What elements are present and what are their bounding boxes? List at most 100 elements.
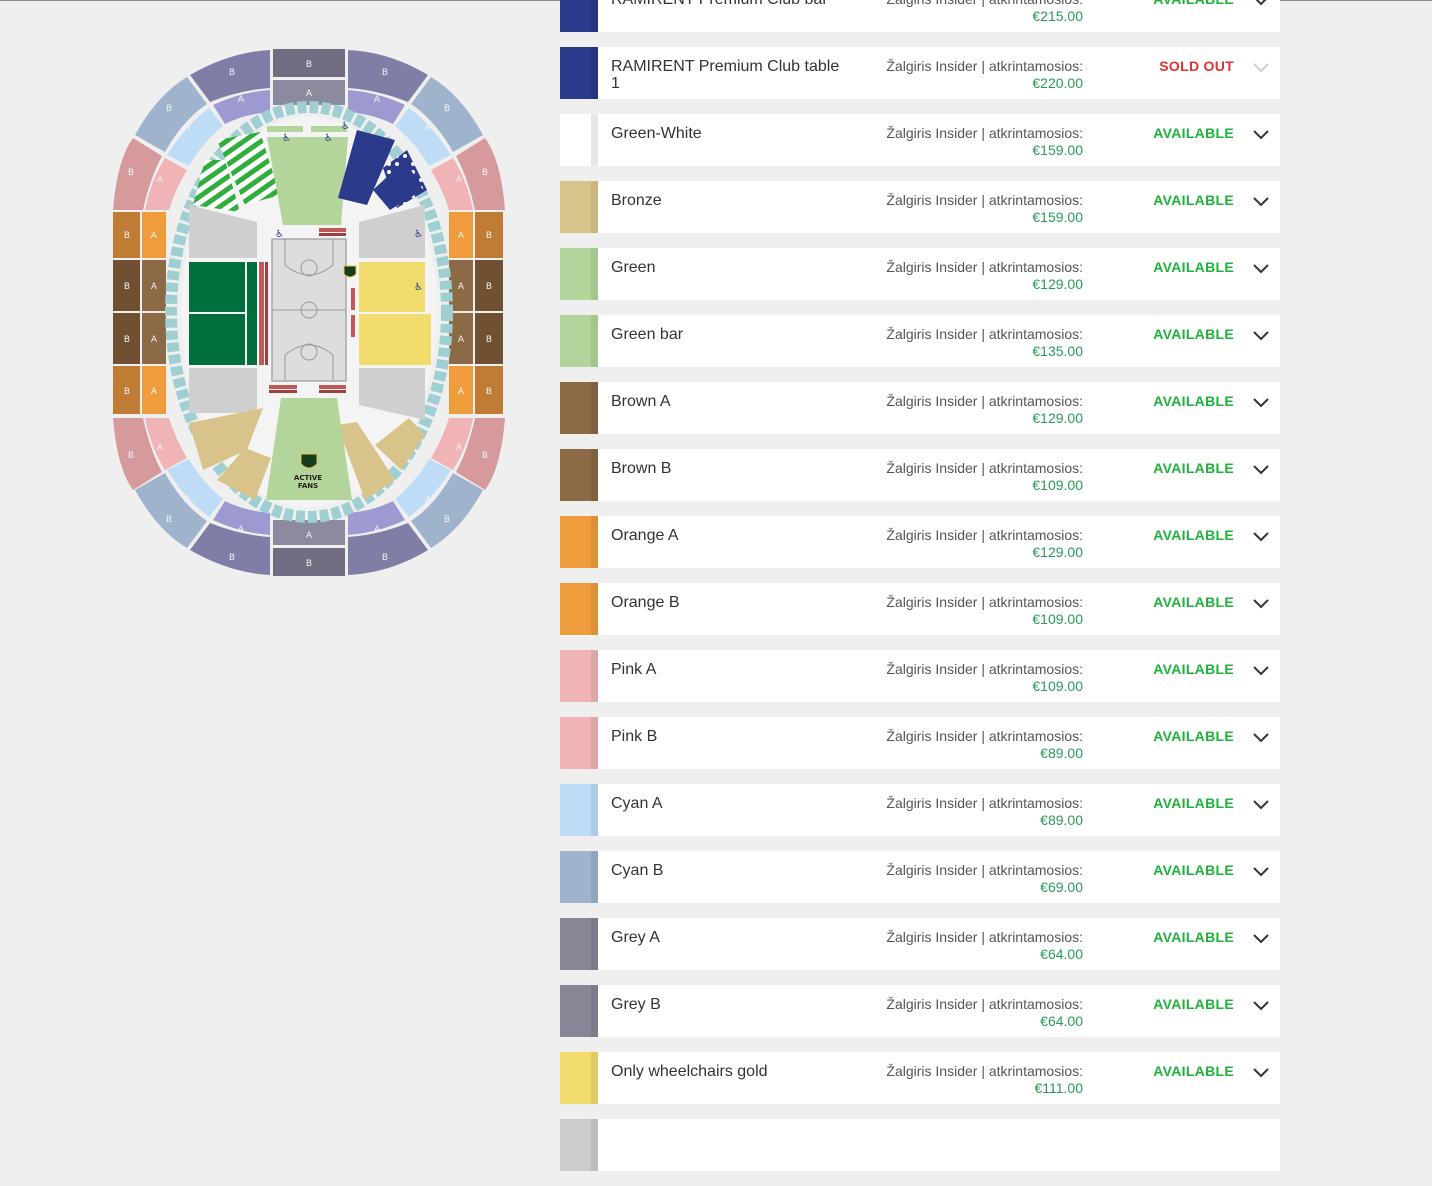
chevron-down-icon[interactable] bbox=[1252, 1066, 1270, 1078]
sector-bronze[interactable] bbox=[189, 408, 263, 470]
sector-grey-a[interactable] bbox=[273, 520, 345, 545]
ticket-row[interactable]: Orange A Žalgiris Insider | atkrintamosi… bbox=[560, 516, 1280, 568]
sector-green-bar[interactable] bbox=[311, 126, 347, 132]
sector-grey-a[interactable] bbox=[348, 501, 405, 535]
sector-light-grey[interactable] bbox=[189, 205, 257, 258]
chevron-down-icon[interactable] bbox=[1252, 396, 1270, 408]
sector-grey-a[interactable] bbox=[213, 90, 270, 124]
sector-pink-a[interactable] bbox=[431, 418, 473, 470]
sector-green-bar[interactable] bbox=[267, 126, 303, 132]
sector-orange-a[interactable] bbox=[142, 212, 166, 258]
sector-orange-b[interactable] bbox=[475, 366, 503, 414]
chevron-down-icon[interactable] bbox=[1252, 999, 1270, 1011]
sector-brown-b[interactable] bbox=[475, 260, 503, 311]
sector-orange-a[interactable] bbox=[142, 366, 166, 414]
ticket-row[interactable]: Orange B Žalgiris Insider | atkrintamosi… bbox=[560, 583, 1280, 635]
sector-brown-a[interactable] bbox=[142, 260, 166, 311]
sector-green-white[interactable] bbox=[217, 132, 280, 205]
sector-premium-club[interactable] bbox=[338, 130, 395, 205]
sector-grey-b[interactable] bbox=[348, 50, 428, 102]
ticket-row[interactable]: Green-White Žalgiris Insider | atkrintam… bbox=[560, 114, 1280, 166]
ticket-row[interactable]: Green bar Žalgiris Insider | atkrintamos… bbox=[560, 315, 1280, 367]
chevron-down-icon[interactable] bbox=[1252, 932, 1270, 944]
sector-grey-a[interactable] bbox=[213, 501, 270, 535]
sector-dark-green[interactable] bbox=[189, 262, 245, 312]
sector-cyan-a[interactable] bbox=[167, 459, 223, 517]
chevron-down-icon[interactable] bbox=[1252, 463, 1270, 475]
chevron-down-icon[interactable] bbox=[1252, 262, 1270, 274]
sector-pink-b[interactable] bbox=[113, 418, 162, 490]
arena-seat-map[interactable]: B B B A A A B A B A B A B A B A B A B A … bbox=[105, 40, 515, 585]
sector-courtside-red[interactable] bbox=[351, 288, 355, 310]
sector-dark-green[interactable] bbox=[247, 262, 257, 365]
chevron-down-icon[interactable] bbox=[1252, 865, 1270, 877]
sector-cyan-b[interactable] bbox=[135, 77, 207, 152]
sector-courtside-red[interactable] bbox=[265, 262, 268, 365]
chevron-down-icon[interactable] bbox=[1252, 128, 1270, 140]
chevron-down-icon[interactable] bbox=[1252, 61, 1270, 73]
sector-orange-b[interactable] bbox=[475, 212, 503, 258]
sector-pink-a[interactable] bbox=[145, 158, 187, 210]
sector-grey-b[interactable] bbox=[273, 49, 345, 77]
sector-courtside-red[interactable] bbox=[259, 262, 264, 365]
chevron-down-icon[interactable] bbox=[1252, 597, 1270, 609]
chevron-down-icon[interactable] bbox=[1252, 798, 1270, 810]
sector-dark-green[interactable] bbox=[189, 314, 245, 365]
ticket-row[interactable] bbox=[560, 1119, 1280, 1171]
sector-orange-a[interactable] bbox=[449, 366, 473, 414]
sector-brown-a[interactable] bbox=[142, 313, 166, 364]
ticket-row[interactable]: Pink A Žalgiris Insider | atkrintamosios… bbox=[560, 650, 1280, 702]
sector-bronze[interactable] bbox=[217, 448, 271, 500]
sector-brown-b[interactable] bbox=[113, 313, 140, 364]
ticket-row[interactable]: RAMIRENT Premium Club table 1 Žalgiris I… bbox=[560, 47, 1280, 99]
chevron-down-icon[interactable] bbox=[1252, 195, 1270, 207]
chevron-down-icon[interactable] bbox=[1252, 530, 1270, 542]
sector-brown-a[interactable] bbox=[449, 260, 473, 311]
ticket-row[interactable]: Cyan A Žalgiris Insider | atkrintamosios… bbox=[560, 784, 1280, 836]
sector-grey-b[interactable] bbox=[348, 523, 428, 575]
sector-pink-a[interactable] bbox=[145, 418, 187, 470]
sector-cyan-a[interactable] bbox=[395, 459, 451, 517]
sector-grey-a[interactable] bbox=[273, 80, 345, 105]
sector-courtside-red[interactable] bbox=[269, 385, 297, 389]
sector-brown-b[interactable] bbox=[113, 260, 140, 311]
sector-pink-b[interactable] bbox=[456, 138, 505, 210]
sector-grey-b[interactable] bbox=[273, 548, 345, 576]
chevron-down-icon[interactable] bbox=[1252, 664, 1270, 676]
inner-seat-ring[interactable] bbox=[165, 101, 453, 523]
ticket-row[interactable]: Pink B Žalgiris Insider | atkrintamosios… bbox=[560, 717, 1280, 769]
ticket-row[interactable]: Brown A Žalgiris Insider | atkrintamosio… bbox=[560, 382, 1280, 434]
sector-bronze[interactable] bbox=[375, 418, 425, 470]
ticket-row[interactable]: Cyan B Žalgiris Insider | atkrintamosios… bbox=[560, 851, 1280, 903]
sector-grey-b[interactable] bbox=[190, 523, 270, 575]
sector-courtside-red[interactable] bbox=[319, 233, 346, 236]
sector-courtside-red[interactable] bbox=[351, 315, 355, 337]
sector-cyan-b[interactable] bbox=[135, 473, 207, 548]
sector-cyan-b[interactable] bbox=[411, 473, 483, 548]
ticket-row[interactable]: Only wheelchairs gold Žalgiris Insider |… bbox=[560, 1052, 1280, 1104]
sector-cyan-a[interactable] bbox=[167, 108, 223, 166]
sector-light-grey[interactable] bbox=[189, 368, 257, 413]
sector-brown-a[interactable] bbox=[449, 313, 473, 364]
chevron-down-icon[interactable] bbox=[1252, 329, 1270, 341]
sector-light-grey[interactable] bbox=[359, 368, 425, 420]
ticket-row[interactable]: Green Žalgiris Insider | atkrintamosios:… bbox=[560, 248, 1280, 300]
sector-pink-b[interactable] bbox=[456, 418, 505, 490]
sector-grey-a[interactable] bbox=[348, 90, 405, 124]
sector-cyan-b[interactable] bbox=[411, 77, 483, 152]
seat-map-svg[interactable]: B B B A A A B A B A B A B A B A B A B A … bbox=[105, 40, 515, 585]
sector-courtside-red[interactable] bbox=[319, 390, 346, 393]
sector-courtside-red[interactable] bbox=[319, 385, 346, 389]
sector-bronze[interactable] bbox=[337, 422, 395, 500]
sector-green-active-fans[interactable] bbox=[266, 398, 352, 500]
sector-orange-a[interactable] bbox=[449, 212, 473, 258]
sector-wheelchair-gold[interactable] bbox=[359, 314, 431, 365]
ticket-row[interactable]: Grey A Žalgiris Insider | atkrintamosios… bbox=[560, 918, 1280, 970]
sector-grey-b[interactable] bbox=[190, 50, 270, 102]
sector-courtside-red[interactable] bbox=[269, 390, 297, 393]
sector-brown-b[interactable] bbox=[475, 313, 503, 364]
ticket-row[interactable]: Grey B Žalgiris Insider | atkrintamosios… bbox=[560, 985, 1280, 1037]
ticket-row[interactable]: Brown B Žalgiris Insider | atkrintamosio… bbox=[560, 449, 1280, 501]
sector-pink-a[interactable] bbox=[431, 158, 473, 210]
chevron-down-icon[interactable] bbox=[1252, 731, 1270, 743]
